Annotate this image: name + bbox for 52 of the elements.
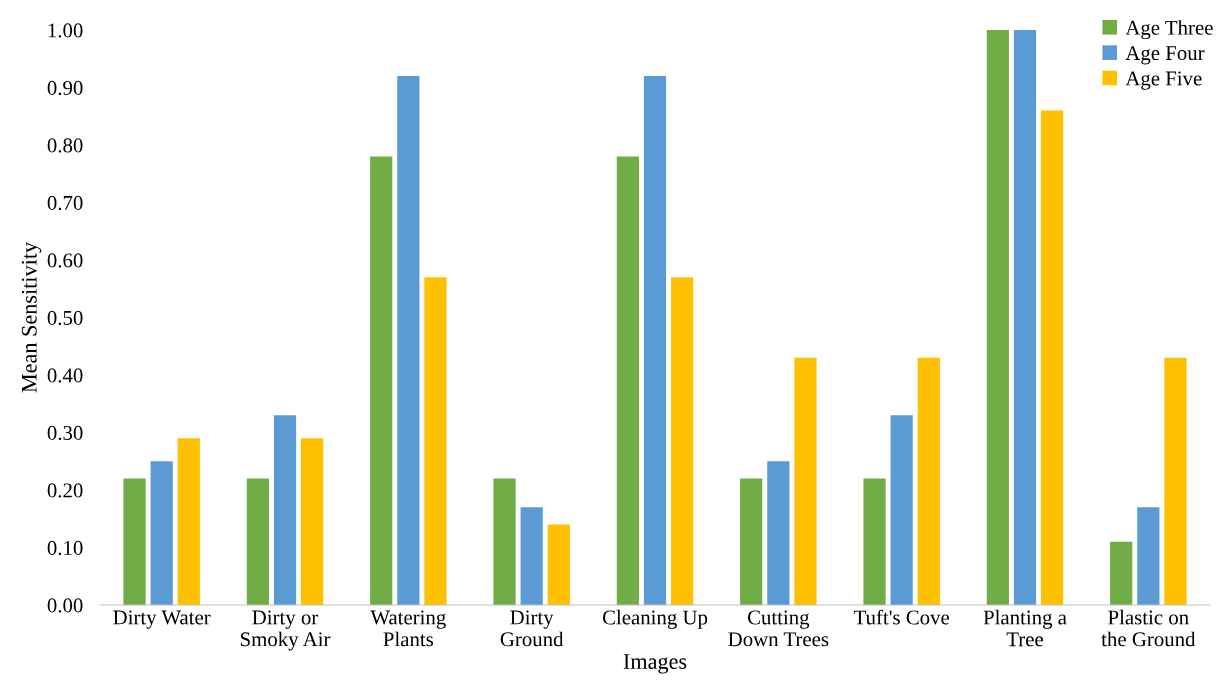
- y-tick-label: 0.20: [47, 483, 83, 498]
- bar: [301, 438, 324, 605]
- bar: [1110, 541, 1133, 605]
- x-axis-title: Images: [623, 654, 687, 674]
- bar: [643, 76, 667, 605]
- y-tick-label: 0.30: [47, 425, 83, 441]
- bar: [890, 415, 913, 605]
- x-tick-label: Dirty or Smoky Air: [240, 610, 331, 651]
- bar: [986, 30, 1009, 605]
- bar: [123, 478, 146, 605]
- legend-label: Age Three: [1125, 20, 1213, 40]
- bar: [1164, 357, 1187, 605]
- legend-label: Age Five: [1125, 71, 1202, 90]
- bar: [273, 415, 297, 605]
- bar: [547, 524, 570, 605]
- bar: [616, 156, 639, 605]
- bar: [397, 76, 420, 605]
- bar: [246, 478, 269, 605]
- y-tick-label: 0.80: [47, 138, 83, 153]
- bar: [177, 438, 200, 605]
- y-tick-label: 0.10: [47, 540, 83, 556]
- y-tick-label: 0.60: [47, 253, 83, 268]
- x-tick-label: Dirty Water: [113, 610, 211, 629]
- bar: [767, 461, 790, 605]
- y-axis-title: Mean Sensitivity: [21, 241, 42, 393]
- x-tick-label: Watering Plants: [370, 610, 446, 647]
- bar: [917, 357, 940, 605]
- y-tick-label: 0.50: [47, 310, 83, 326]
- y-tick-label: 0.00: [47, 598, 83, 613]
- bar: [370, 156, 393, 605]
- legend-label: Age Four: [1125, 46, 1205, 65]
- x-tick-label: Tuft's Cove: [853, 609, 950, 625]
- bar: [740, 478, 763, 605]
- y-tick-label: 0.40: [47, 368, 83, 383]
- bar: [520, 507, 543, 605]
- x-tick-label: Cutting Down Trees: [728, 610, 829, 647]
- y-tick-label: 0.70: [47, 195, 83, 211]
- bar: [1041, 110, 1064, 605]
- bar: [794, 357, 817, 605]
- bar: [493, 478, 516, 605]
- y-tick-label: 0.90: [47, 80, 83, 96]
- bar: [1137, 507, 1160, 605]
- bar: [863, 478, 886, 605]
- x-tick-label: Plastic on the Ground: [1101, 609, 1196, 647]
- y-tick-label: 1.00: [48, 23, 83, 38]
- bar: [150, 461, 173, 605]
- bar: [1013, 30, 1037, 605]
- x-tick-label: Dirty Ground: [500, 610, 564, 647]
- bar: [671, 277, 694, 605]
- x-tick-label: Planting a Tree: [983, 609, 1067, 647]
- bar: [424, 277, 447, 605]
- x-tick-label: Cleaning Up: [602, 609, 708, 629]
